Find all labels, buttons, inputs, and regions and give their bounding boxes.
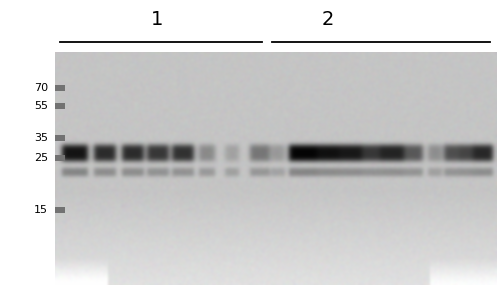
Text: 70: 70 bbox=[34, 83, 48, 93]
Text: 15: 15 bbox=[34, 205, 48, 215]
Text: 55: 55 bbox=[34, 101, 48, 111]
Text: 2: 2 bbox=[322, 10, 334, 29]
Text: 25: 25 bbox=[34, 153, 48, 163]
Text: 35: 35 bbox=[34, 133, 48, 143]
Text: 1: 1 bbox=[152, 10, 164, 29]
